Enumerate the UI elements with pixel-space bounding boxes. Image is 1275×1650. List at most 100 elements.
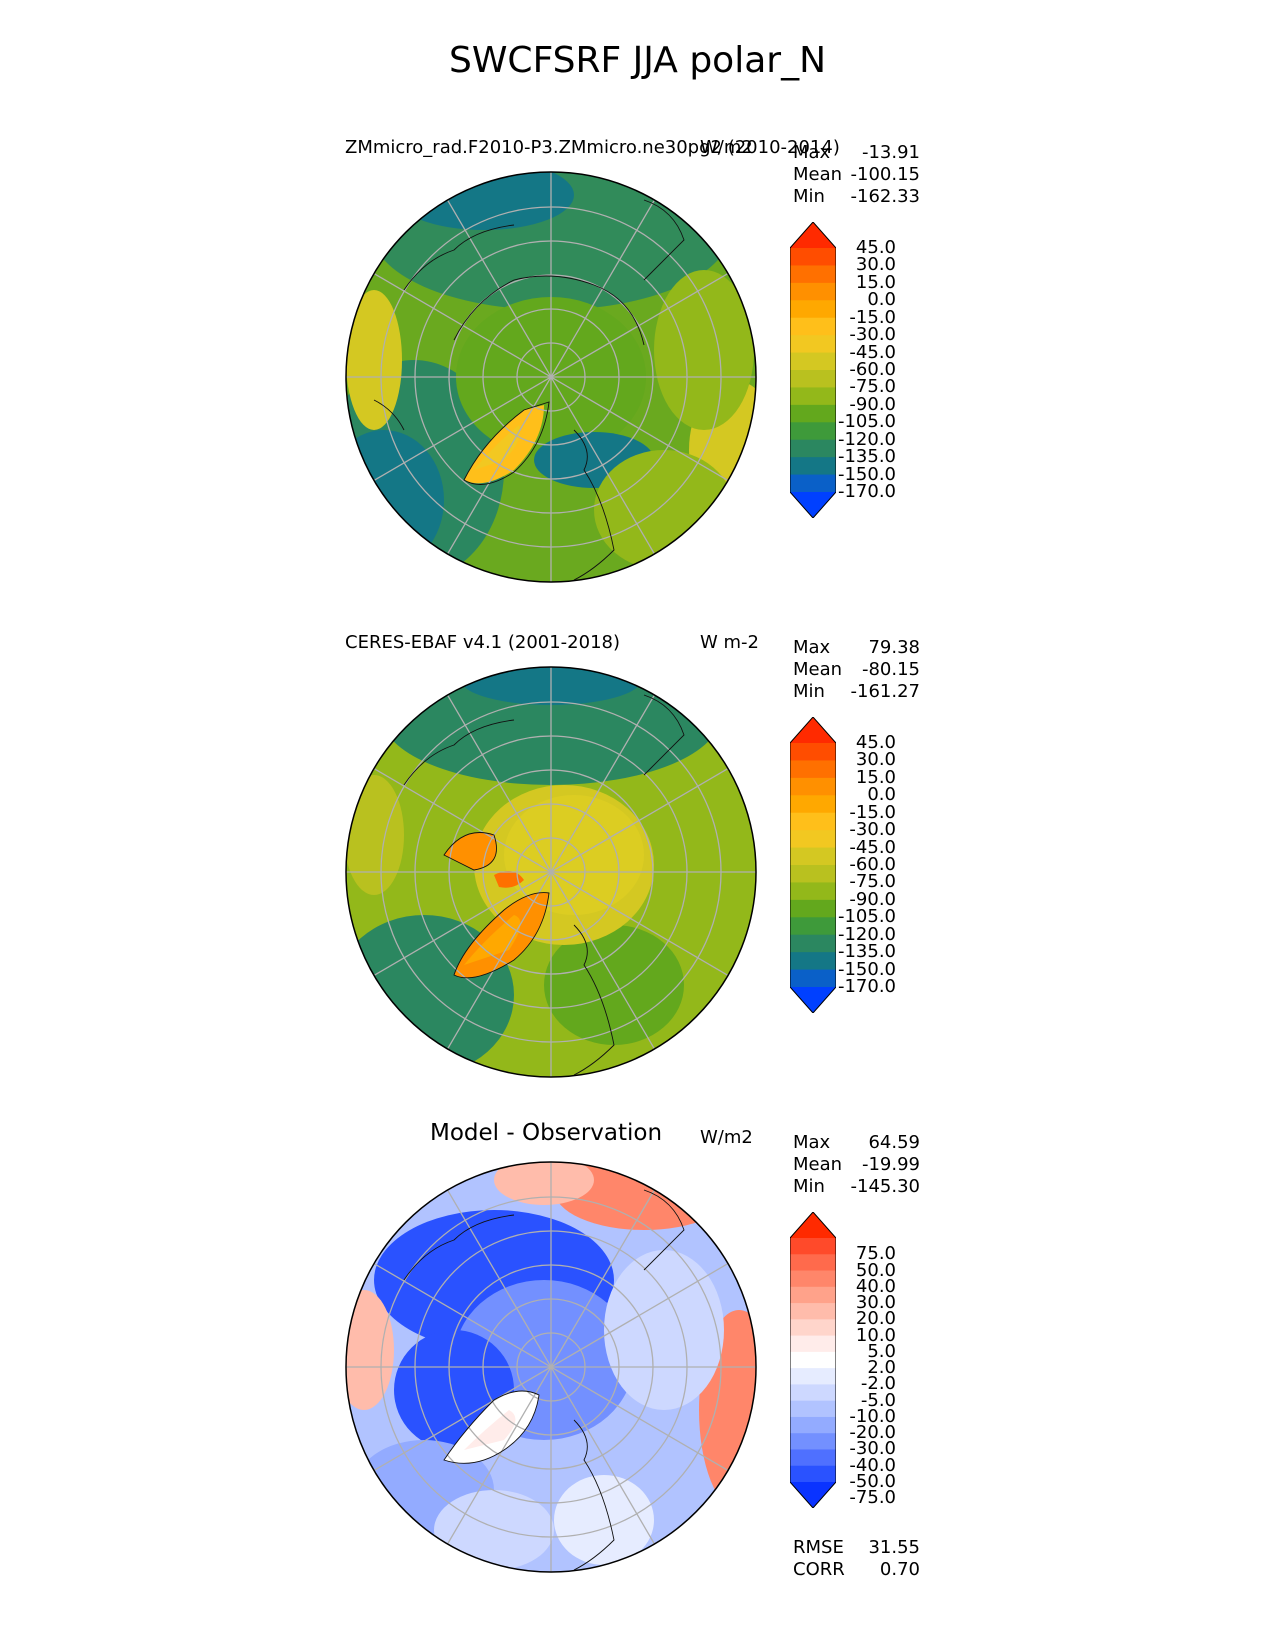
colorbar-tick-label: 75.0	[855, 1243, 896, 1265]
colorbar-tick-label: -60.0	[849, 854, 896, 875]
colorbar-tick-label: -105.0	[837, 906, 896, 928]
colorbar-tick-label: -170.0	[837, 976, 896, 997]
colorbar-swatch	[790, 300, 836, 319]
colorbar-swatch	[790, 1303, 836, 1320]
colorbar-tick-label: 40.0	[855, 1275, 896, 1297]
colorbar-tick-label: -150.0	[837, 958, 896, 980]
colorbar-extend-bottom	[790, 492, 836, 518]
stat-mean-label: Mean	[793, 1154, 843, 1175]
colorbar-swatch	[790, 1465, 836, 1483]
colorbar-tick-label: -75.0	[849, 376, 896, 398]
colorbar-swatch	[790, 404, 836, 423]
stat-max-value: 64.59	[868, 1132, 920, 1153]
colorbar-swatch	[790, 847, 836, 866]
colorbar-swatch	[790, 248, 836, 266]
rmse-label: RMSE	[793, 1537, 844, 1558]
colorbar-tick-label: -50.0	[849, 1471, 896, 1492]
colorbar-tick-label: 15.0	[855, 766, 896, 788]
colorbar-tick-label: -15.0	[849, 306, 896, 328]
stat-max-value: -13.91	[861, 142, 920, 163]
error-stats: RMSE 31.55 CORR 0.70	[793, 1537, 920, 1581]
panel-left-title: ZMmicro_rad.F2010-P3.ZMmicro.ne30pg2 (20…	[345, 137, 840, 158]
colorbar-extend-top	[790, 1212, 836, 1238]
colorbar-tick-label: 2.0	[867, 1357, 896, 1379]
colorbar-tick-label: 5.0	[867, 1340, 896, 1362]
stat-max-label: Max	[793, 142, 831, 163]
polar-map-observation	[345, 666, 757, 1078]
colorbar-tick-label: -135.0	[837, 941, 896, 963]
colorbar-swatch	[790, 282, 836, 301]
colorbar-swatch	[790, 969, 836, 988]
stat-min-label: Min	[793, 681, 825, 702]
colorbar-tick-label: -2.0	[860, 1373, 896, 1395]
stat-mean-value: -80.15	[861, 659, 920, 680]
panel-left-title: CERES-EBAF v4.1 (2001-2018)	[345, 632, 621, 653]
panel-units: W/m2	[700, 1127, 753, 1148]
rmse-value: 31.55	[868, 1537, 920, 1558]
panel-observation: CERES-EBAF v4.1 (2001-2018) W m-2 Max 79.…	[0, 615, 1275, 1115]
colorbar-swatch	[790, 1416, 836, 1434]
colorbar-tick-label: -135.0	[837, 446, 896, 468]
colorbar-swatch	[790, 422, 836, 441]
colorbar-swatch	[790, 743, 836, 761]
colorbar-swatch	[790, 812, 836, 831]
colorbar-swatch	[790, 457, 836, 476]
stats-box: Max 79.38 Mean -80.15 Min -161.27	[793, 637, 920, 703]
stats-box: Max -13.91 Mean -100.15 Min -162.33	[793, 142, 920, 208]
colorbar-tick-label: 10.0	[855, 1324, 896, 1346]
colorbar-swatch	[790, 265, 836, 284]
stat-mean-label: Mean	[793, 164, 843, 185]
stat-min-value: -162.33	[850, 186, 920, 207]
colorbar-swatch	[790, 1319, 836, 1337]
colorbar-tick-label: -60.0	[849, 359, 896, 380]
polar-map-difference	[345, 1161, 757, 1573]
stat-mean-value: -19.99	[861, 1154, 920, 1175]
colorbar-swatch	[790, 882, 836, 901]
colorbar-swatch	[790, 1351, 836, 1369]
colorbar-tick-label: -120.0	[837, 428, 896, 450]
stat-max-label: Max	[793, 1132, 831, 1153]
colorbar-swatch	[790, 1286, 836, 1304]
colorbar-swatch	[790, 1254, 836, 1272]
colorbar-labels: 75.0 50.0 40.0 30.0 20.0 10.0 5.0 2.0 -2.0 -5.0 -1…	[836, 1212, 896, 1508]
colorbar-tick-label: -105.0	[837, 411, 896, 433]
colorbar-tick-label: 50.0	[855, 1259, 896, 1281]
colorbar	[790, 717, 836, 1013]
colorbar-swatch	[790, 1270, 836, 1288]
colorbar-tick-label: -90.0	[849, 888, 896, 910]
stat-min-value: -161.27	[850, 681, 920, 702]
colorbar-tick-label: -170.0	[837, 481, 896, 502]
stat-max-value: 79.38	[868, 637, 920, 658]
colorbar-tick-label: 45.0	[855, 237, 896, 258]
colorbar-swatch	[790, 1368, 836, 1385]
colorbar-tick-label: -45.0	[849, 341, 896, 363]
corr-value: 0.70	[879, 1559, 920, 1580]
stat-min-label: Min	[793, 186, 825, 207]
colorbar-swatch	[790, 952, 836, 971]
colorbar	[790, 222, 836, 518]
panel-model: ZMmicro_rad.F2010-P3.ZMmicro.ne30pg2 (20…	[0, 120, 1275, 620]
panel-left-title: Model - Observation	[430, 1120, 663, 1146]
colorbar-swatch	[790, 830, 836, 849]
colorbar-tick-label: -15.0	[849, 801, 896, 823]
colorbar-tick-label: -5.0	[860, 1389, 896, 1411]
colorbar-swatch	[790, 474, 836, 493]
colorbar-tick-label: -30.0	[849, 1438, 896, 1460]
corr-label: CORR	[793, 1559, 845, 1580]
colorbar-tick-label: -30.0	[849, 324, 896, 346]
panel-units: W m-2	[700, 632, 760, 653]
colorbar-tick-label: 15.0	[855, 271, 896, 293]
colorbar-labels: 45.0 30.0 15.0 0.0 -15.0 -30.0 -45.0 -60.0 -75.0…	[836, 222, 896, 518]
colorbar-swatch	[790, 760, 836, 779]
colorbar-tick-label: 30.0	[855, 254, 896, 276]
colorbar-labels: 45.0 30.0 15.0 0.0 -15.0 -30.0 -45.0 -60.0 -75.0…	[836, 717, 896, 1013]
colorbar-swatch	[790, 352, 836, 371]
colorbar-swatch	[790, 335, 836, 354]
colorbar-swatch	[790, 370, 836, 388]
colorbar-swatch	[790, 899, 836, 918]
colorbar-extend-bottom	[790, 1482, 836, 1508]
polar-map-model	[345, 171, 757, 583]
colorbar-tick-label: -45.0	[849, 836, 896, 858]
colorbar-extend-top	[790, 717, 836, 743]
colorbar-tick-label: 30.0	[855, 749, 896, 771]
